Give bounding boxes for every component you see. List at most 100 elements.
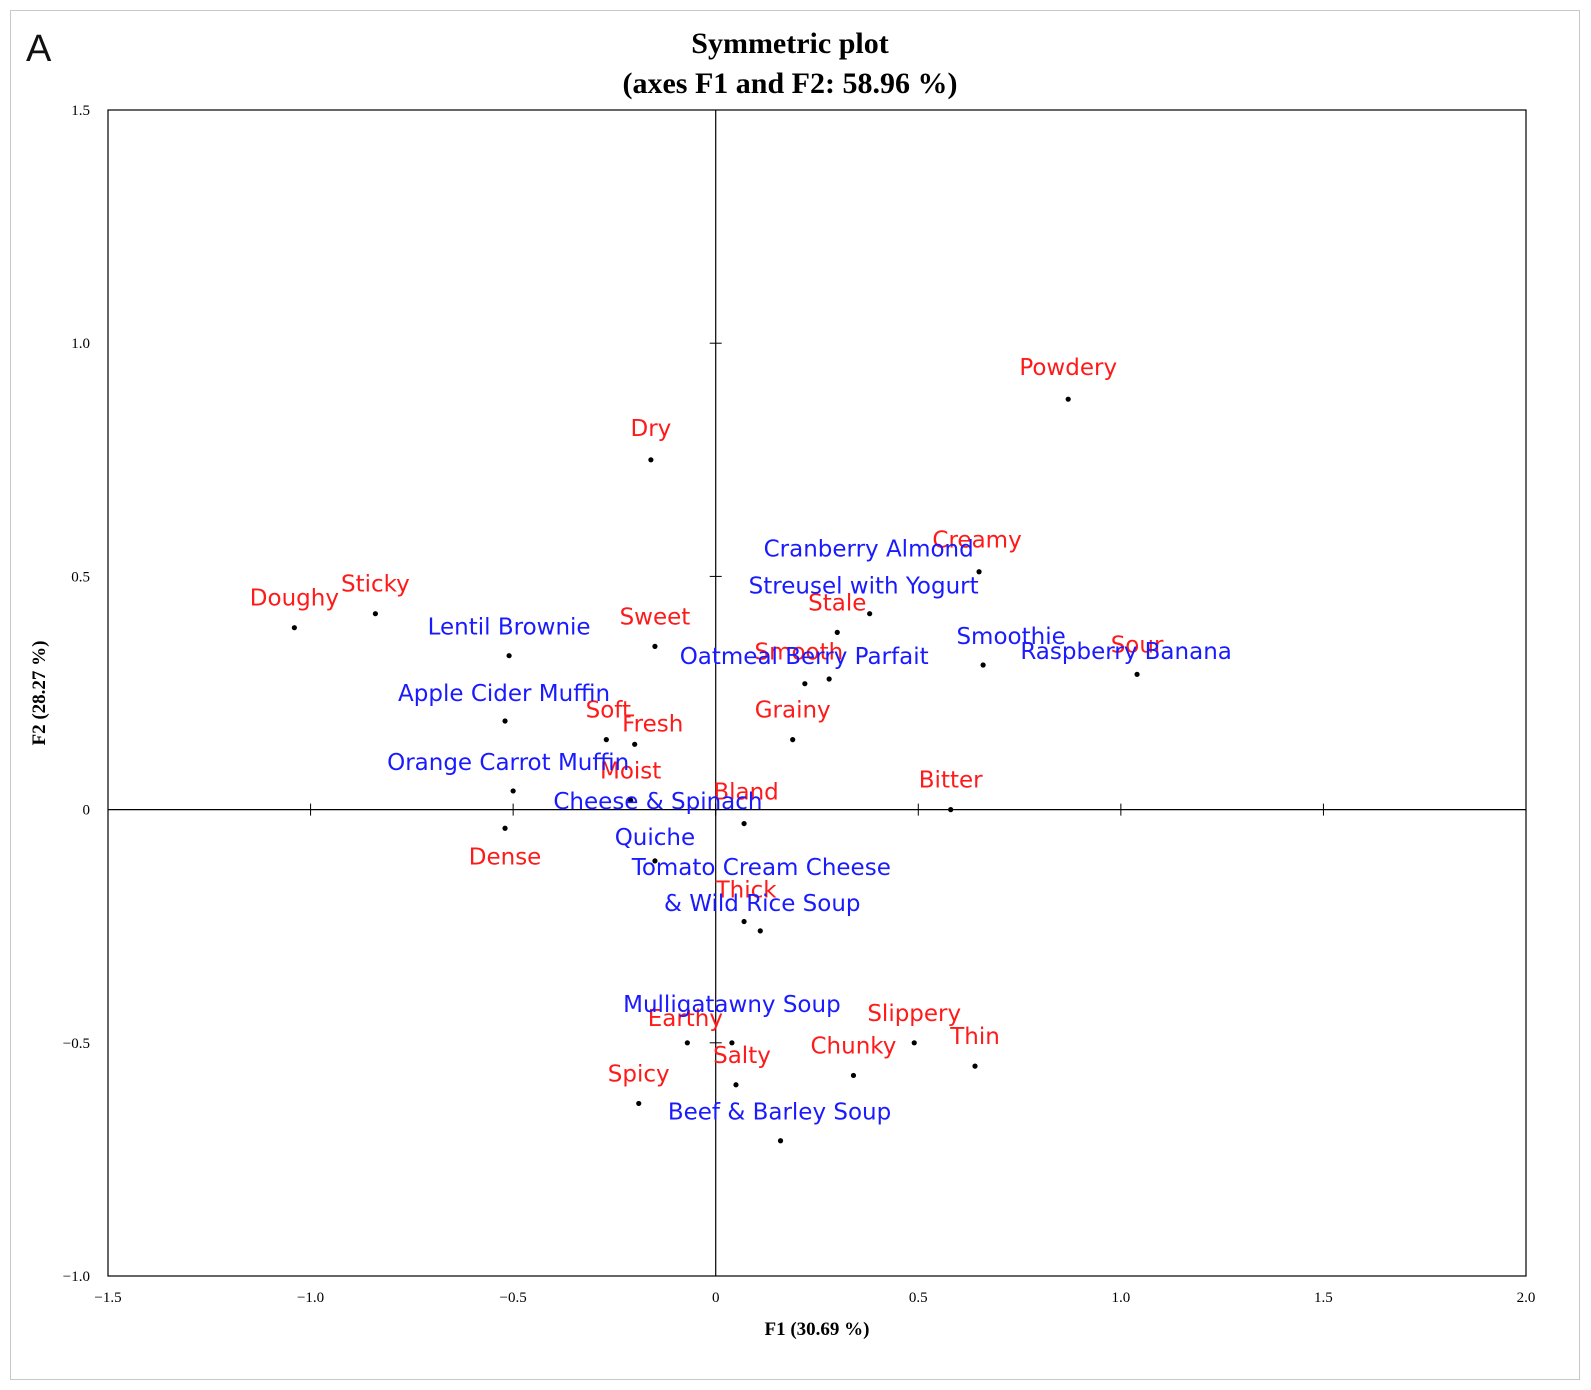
y-tick-label: 0.5 (71, 569, 90, 585)
x-axis-label: F1 (30.69 %) (764, 1319, 869, 1340)
data-point: Chunky (811, 1033, 897, 1079)
point-label-line2: Streusel with Yogurt (749, 574, 979, 600)
point-label: Smooth (754, 640, 843, 666)
point-label: Beef & Barley Soup (668, 1100, 891, 1126)
point-label: Bitter (919, 768, 983, 794)
point-label: Thin (949, 1024, 1000, 1050)
x-tick-label: −0.5 (500, 1290, 527, 1306)
point-label: Sweet (620, 604, 691, 630)
y-axis-label: F2 (28.27 %) (29, 640, 50, 745)
data-point: Smooth (754, 640, 843, 687)
point-label: Slippery (867, 1001, 961, 1027)
point-label-line2: Quiche (615, 825, 695, 851)
data-point: Stale (808, 590, 866, 635)
point-marker (636, 1100, 642, 1107)
data-point: Lentil Brownie (428, 615, 591, 659)
data-point: Earthy (648, 1006, 723, 1046)
data-point: Orange Carrot Muffin (387, 750, 629, 794)
y-tick-label: 1.5 (71, 103, 90, 119)
data-point: Sticky (341, 572, 410, 617)
point-marker (502, 825, 508, 831)
data-point: Apple Cider Muffin (398, 681, 610, 724)
point-label: Dense (469, 844, 542, 870)
data-point: Sour (1111, 632, 1164, 677)
point-marker (652, 858, 658, 864)
point-label: Mulligatawny Soup (623, 992, 841, 1018)
chart-subtitle: (axes F1 and F2: 58.96 %) (623, 67, 958, 100)
point-marker (729, 1040, 735, 1046)
point-label: Raspberry Banana (1020, 639, 1232, 665)
point-marker (911, 1040, 917, 1046)
data-point: Sweet (620, 604, 691, 649)
data-point: Oatmeal Berry Parfait (680, 644, 929, 682)
x-tick-label: 0 (712, 1290, 720, 1306)
point-marker (867, 611, 873, 617)
data-point: Slippery (867, 1001, 961, 1046)
x-tick-label: −1.5 (94, 1290, 121, 1306)
point-label: Thick (715, 878, 778, 904)
data-point: Bitter (919, 768, 983, 813)
point-marker (733, 1082, 739, 1088)
ticks-layer: −1.5 −1.0 −0.5 0 0.5 1.0 1.5 2.0−1.0−0.500.51.0… (63, 103, 1536, 1306)
point-marker (291, 625, 297, 631)
x-tick-label: −1.0 (297, 1290, 324, 1306)
point-marker (1065, 396, 1071, 402)
point-label: Chunky (811, 1033, 897, 1059)
data-point: Powdery (1019, 355, 1117, 402)
point-marker (1134, 671, 1140, 677)
data-point: Cranberry Almond Streusel with Yogurt (749, 537, 979, 617)
point-marker (757, 928, 763, 934)
x-tick-label: 1.0 (1111, 1290, 1130, 1306)
point-marker (980, 662, 986, 668)
point-marker (972, 1063, 978, 1069)
data-point: Thin (949, 1024, 1000, 1069)
point-marker (777, 1138, 784, 1144)
point-marker (790, 737, 796, 743)
x-tick-label: 0.5 (909, 1290, 928, 1306)
point-marker (510, 788, 516, 794)
data-point: Dense (469, 825, 542, 870)
point-label: Spicy (608, 1061, 670, 1087)
point-marker (372, 611, 378, 617)
point-label: Sticky (341, 572, 410, 598)
y-tick-label: −1.0 (63, 1269, 90, 1285)
data-point: Salty (713, 1043, 771, 1088)
point-label-line2: Smoothie (956, 624, 1065, 650)
data-point: Spicy (608, 1061, 670, 1107)
point-marker (603, 737, 609, 743)
data-point: Dry (631, 416, 671, 463)
point-label: Orange Carrot Muffin (387, 750, 629, 776)
data-point: Cheese & Spinach Quiche (553, 789, 763, 864)
point-label: Moist (600, 758, 661, 784)
data-point: Mulligatawny Soup (623, 992, 841, 1046)
point-marker (741, 820, 747, 827)
y-tick-label: −0.5 (63, 1036, 90, 1052)
point-marker (976, 569, 982, 575)
point-marker (628, 797, 634, 803)
point-marker (741, 918, 747, 925)
point-marker (948, 807, 954, 813)
point-label: Cranberry Almond (764, 537, 974, 563)
point-marker (632, 741, 638, 747)
data-point: Fresh (622, 711, 683, 747)
point-label: Salty (713, 1043, 771, 1069)
axes-layer (108, 110, 1526, 1276)
point-label: Apple Cider Muffin (398, 681, 610, 707)
data-point: Tomato Cream Cheese & Wild Rice Soup (631, 855, 891, 934)
point-label: Doughy (250, 586, 339, 612)
point-label: Grainy (755, 698, 831, 724)
data-point: Grainy (755, 698, 831, 743)
point-marker (802, 681, 808, 687)
point-marker (834, 629, 840, 635)
point-label: Lentil Brownie (428, 615, 591, 641)
point-label: Powdery (1019, 355, 1117, 381)
point-label: Tomato Cream Cheese (631, 855, 891, 881)
point-label: Earthy (648, 1006, 723, 1032)
y-tick-label: 0 (83, 803, 91, 819)
panel-label: A (26, 28, 52, 70)
data-point: Thick (715, 878, 778, 925)
data-point: Moist (600, 758, 661, 803)
data-point: Beef & Barley Soup (668, 1100, 891, 1144)
